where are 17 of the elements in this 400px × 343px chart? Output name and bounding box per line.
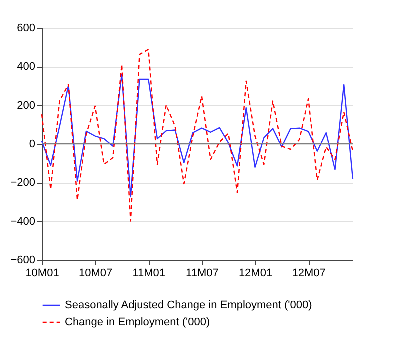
y-tick-label: 600 <box>17 22 36 34</box>
y-tick-label: −600 <box>10 254 36 266</box>
x-tick-label: 12M01 <box>238 268 273 280</box>
x-tick-label: 11M07 <box>186 268 219 280</box>
x-tick-label: 11M01 <box>132 268 166 280</box>
y-tick-label: −400 <box>10 216 36 228</box>
legend-label: Seasonally Adjusted Change in Employment ('000) <box>65 300 312 312</box>
x-tick-label: 10M07 <box>78 268 113 280</box>
x-tick-label: 10M01 <box>26 268 60 280</box>
legend-label: Change in Employment ('000) <box>65 316 210 328</box>
y-tick-label: 0 <box>29 138 36 150</box>
y-tick-label: 400 <box>17 61 36 74</box>
x-tick-label: 12M07 <box>292 268 326 280</box>
y-tick-label: 200 <box>17 100 36 112</box>
y-tick-label: −200 <box>10 177 36 190</box>
line-series <box>41 49 354 222</box>
line-series <box>41 74 354 198</box>
